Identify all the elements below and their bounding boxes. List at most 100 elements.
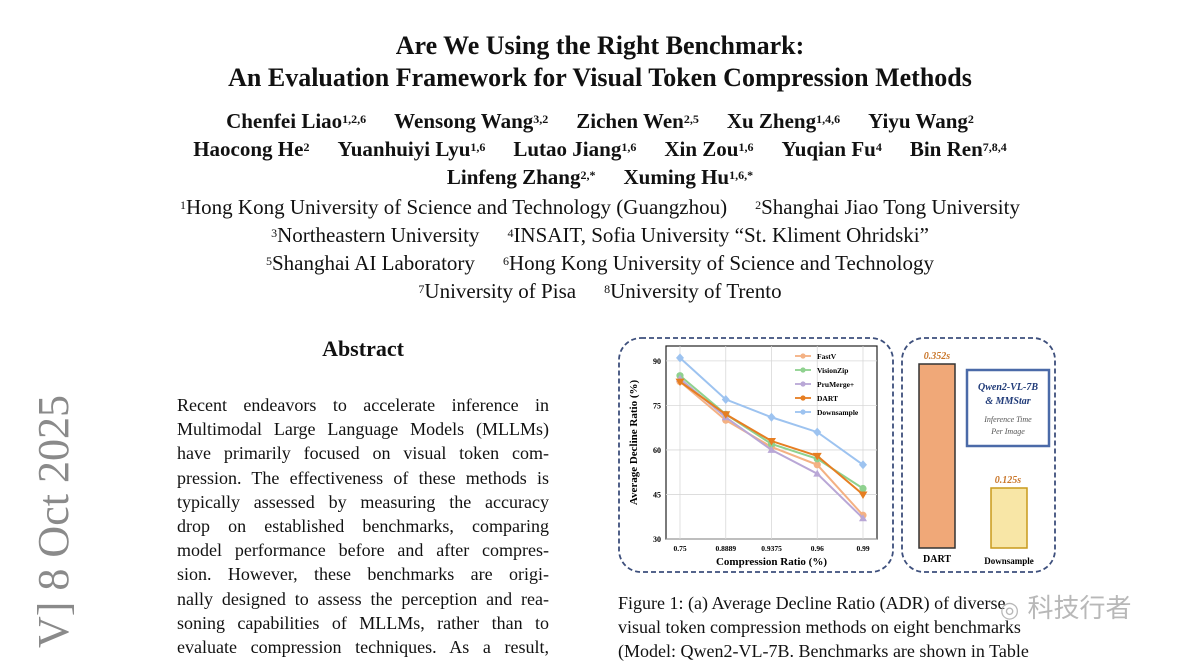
abstract-heading: Abstract <box>322 336 404 361</box>
abstract-line: Recent endeavors to accelerate inference… <box>177 395 549 415</box>
author: Linfeng Zhang2,* <box>447 165 596 189</box>
legend-marker <box>800 353 806 359</box>
author-superscript: 4 <box>875 140 882 154</box>
y-axis-label: Average Decline Ratio (%) <box>628 380 640 506</box>
abstract-line: evaluate compression techniques. As a re… <box>177 636 549 657</box>
author-name: Lutao Jiang <box>513 137 622 161</box>
data-point-dart <box>767 438 776 446</box>
author-superscript: 1,6 <box>738 140 754 154</box>
affiliation-name: University of Trento <box>610 279 782 303</box>
watermark: ◎ 科技行者 <box>1000 588 1131 625</box>
x-tick-label: 0.96 <box>811 544 824 553</box>
data-point-dart <box>858 491 868 499</box>
affiliation: 4INSAIT, Sofia University “St. Kliment O… <box>507 223 928 247</box>
abstract-line: have primarily focused on visual token c… <box>177 443 549 464</box>
model-info-line: & MMStar <box>985 396 1030 407</box>
affiliation-row-2: 3Northeastern University 4INSAIT, Sofia U… <box>0 221 1200 249</box>
author-superscript: 2,* <box>580 168 596 182</box>
y-tick-label: 60 <box>653 446 661 455</box>
data-point-dart <box>675 378 685 387</box>
author-superscript: 1,4,6 <box>816 112 841 126</box>
data-point-prumerge <box>767 445 776 453</box>
author-name: Wensong Wang <box>394 109 534 133</box>
author: Xu Zheng1,4,6 <box>727 109 840 133</box>
affiliation-superscript: 4 <box>507 226 514 240</box>
watermark-text: 科技行者 <box>1027 594 1132 624</box>
legend-entry: VisionZip <box>817 366 848 375</box>
abstract-line: pression. The effectiveness of these met… <box>177 467 549 488</box>
caption-line: visual token compression methods on eigh… <box>618 617 1021 637</box>
author: Yuqian Fu4 <box>781 137 881 161</box>
author-name: Yuqian Fu <box>781 137 876 161</box>
author-name: Xuming Hu <box>623 165 730 189</box>
line-chart-frame <box>618 337 894 573</box>
x-tick-label: 0.9375 <box>761 544 782 553</box>
affiliation: 1Hong Kong University of Science and Tec… <box>180 195 727 219</box>
author-name: Yuanhuiyi Lyu <box>337 137 471 161</box>
author-name: Linfeng Zhang <box>446 165 581 189</box>
legend-entry: DART <box>817 394 838 403</box>
watermark-icon: ◎ <box>1000 598 1020 623</box>
author-name: Haocong He <box>193 137 304 161</box>
author-name: Chenfei Liao <box>226 109 343 133</box>
author: Yuanhuiyi Lyu1,6 <box>337 137 485 161</box>
author-row-3: Linfeng Zhang2,* Xuming Hu1,6,* <box>0 163 1200 191</box>
y-tick-label: 75 <box>653 401 661 410</box>
author: Lutao Jiang1,6 <box>513 137 636 161</box>
data-point-prumerge <box>813 469 822 477</box>
model-info-box <box>965 368 1051 448</box>
affiliation-superscript: 5 <box>265 254 272 268</box>
data-point-dart <box>721 411 731 419</box>
author-superscript: 2 <box>303 140 310 154</box>
author-superscript: 1,6 <box>621 140 637 154</box>
affiliation-superscript: 1 <box>180 198 186 212</box>
affiliation-superscript: 6 <box>502 254 509 268</box>
affiliation-row-4: 7University of Pisa 8University of Trento <box>0 277 1200 305</box>
author-superscript: 2 <box>967 112 974 126</box>
author: Bin Ren7,8,4 <box>910 137 1007 161</box>
affiliation-superscript: 8 <box>604 282 611 296</box>
model-info-line: Per Image <box>990 427 1025 436</box>
x-tick-label: 0.75 <box>673 544 686 553</box>
author: Haocong He2 <box>193 137 309 161</box>
legend-entry: PruMerge+ <box>817 380 854 389</box>
author-row-2: Haocong He2 Yuanhuiyi Lyu1,6 Lutao Jiang1,… <box>0 135 1200 163</box>
affiliation-name: INSAIT, Sofia University “St. Kliment Oh… <box>513 223 929 247</box>
model-info-line: Qwen2-VL-7B <box>978 382 1038 393</box>
affiliation-name: University of Pisa <box>424 279 577 303</box>
affiliation: 3Northeastern University <box>271 223 479 247</box>
data-point-downsample <box>813 427 822 437</box>
affiliation-name: Shanghai AI Laboratory <box>271 251 475 275</box>
data-point-downsample <box>859 460 867 470</box>
abstract-line: nally designed to assess the perception … <box>177 588 549 609</box>
legend-entry: FastV <box>817 352 837 361</box>
author: Xin Zou1,6 <box>664 137 753 161</box>
y-tick-label: 45 <box>653 490 661 499</box>
author-name: Xu Zheng <box>726 109 817 133</box>
x-tick-label: 0.8889 <box>715 544 736 553</box>
author-superscript: 7,8,4 <box>982 140 1007 154</box>
affiliation-superscript: 2 <box>755 198 762 212</box>
figure-caption: Figure 1: (a) Average Decline Ratio (ADR… <box>618 591 1058 663</box>
author-name: Zichen Wen <box>576 109 684 133</box>
author-superscript: 2,5 <box>683 112 699 126</box>
author-row-1: Chenfei Liao1,2,6 Wensong Wang3,2 Zichen W… <box>0 107 1200 135</box>
affiliation: 7University of Pisa <box>418 279 576 303</box>
author: Xuming Hu1,6,* <box>624 165 754 189</box>
data-point-downsample <box>721 394 730 404</box>
x-tick-label: 0.99 <box>856 544 869 553</box>
bar-dart-time: 0.352s <box>924 351 951 362</box>
arxiv-stamp: V] 8 Oct 2025 <box>29 395 78 648</box>
legend-marker <box>800 395 806 401</box>
abstract-line: Multimodal Large Language Models (MLLMs) <box>177 419 549 440</box>
author-superscript: 1,2,6 <box>342 112 367 126</box>
x-axis-label: Compression Ratio (%) <box>716 556 827 568</box>
model-info-line: Inference Time <box>983 415 1032 424</box>
data-point-downsample <box>767 412 776 422</box>
affiliation: 8University of Trento <box>604 279 782 303</box>
legend-marker <box>800 367 806 373</box>
paper-title-line-1: Are We Using the Right Benchmark: <box>395 31 805 60</box>
y-tick-label: 90 <box>653 357 661 366</box>
author: Zichen Wen2,5 <box>576 109 699 133</box>
affiliation-superscript: 7 <box>418 282 425 296</box>
